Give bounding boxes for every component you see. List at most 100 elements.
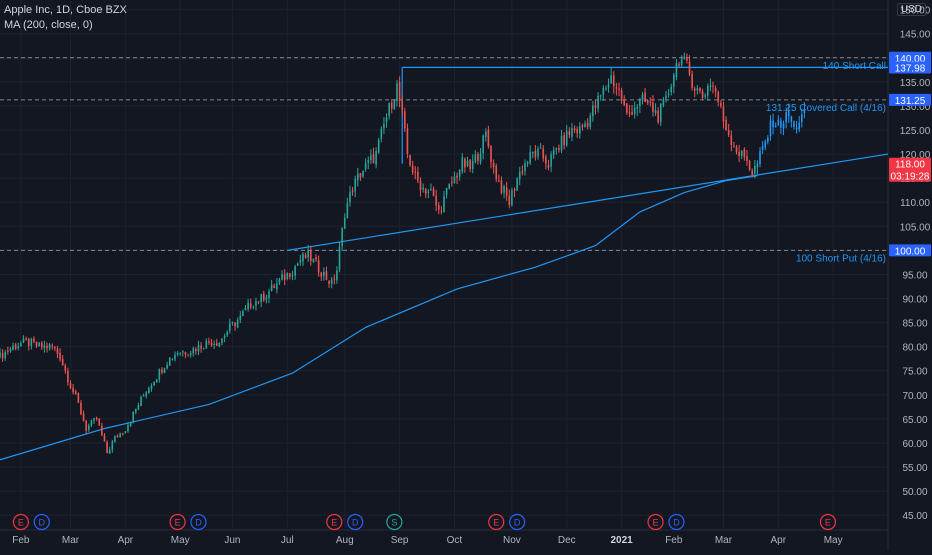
axis-price-tag-bg [889,157,931,182]
candle-body [477,153,479,161]
symbol-title[interactable]: Apple Inc, 1D, Cboe BZX [4,4,127,16]
candle-body [401,100,404,110]
x-tick-label: Feb [665,535,683,546]
candle-body [652,102,654,112]
event-marker-d [33,513,50,531]
candle-body [573,128,576,131]
candle-body [518,172,521,180]
candle-body [618,88,620,90]
candle-body [505,187,508,196]
x-tick-label: Jul [281,535,294,546]
candle-body [218,343,221,347]
candle-body [492,162,495,168]
candle-body [607,84,610,88]
candle-body [93,418,95,421]
event-marker-e [12,513,29,531]
candle-body [74,391,77,395]
y-tick-label: 145.00 [900,30,931,41]
currency-label[interactable]: USD [896,3,926,16]
candle-body [735,147,738,153]
candle-body [27,338,30,346]
candle-body [132,411,135,423]
candle-body [675,63,678,77]
candle-body [278,279,281,284]
y-tick-label: 60.00 [902,439,927,450]
candle-body [195,349,197,352]
candle-body [445,187,448,195]
candle-body [542,148,545,159]
y-tick-label: 45.00 [902,511,927,522]
event-marker-e [647,513,664,531]
candle-body [286,272,289,279]
candle-body [586,122,589,127]
axis-price-tag-bg [889,93,931,106]
candle-body [328,281,330,285]
candle-body [20,343,22,347]
candle-body [98,418,101,426]
candle-body [260,294,262,302]
candle-body [511,190,513,206]
candle-body [714,87,717,92]
event-marker-e [169,513,186,531]
candle-body [623,100,626,106]
candle-body [602,87,605,95]
candle-body [80,402,82,415]
candle-body [116,435,119,438]
candle-body [498,180,500,182]
candle-body [90,420,93,426]
y-tick-label: 150.00 [900,6,931,17]
candle-body [790,116,793,122]
candle-body [17,346,20,349]
candle-body [223,335,226,338]
candle-body [101,425,103,436]
candle-body [691,73,693,88]
candle-body [479,153,482,163]
candle-body [451,182,453,184]
candle-body [135,408,137,413]
candle-body [503,186,505,193]
candle-body [166,364,168,369]
candle-body [474,154,477,163]
candle-body [414,171,417,173]
candle-body [140,396,142,407]
candle-body [262,293,265,301]
candle-body [153,381,155,386]
candle-body [696,88,699,91]
candle-body [375,150,377,165]
candle-body [119,433,121,438]
candle-body [550,154,552,167]
candle-body [205,340,208,349]
candle-body [309,250,312,262]
candle-body [294,266,296,276]
candle-body [4,351,7,359]
candle-body [226,331,229,336]
candle-body [780,120,782,128]
candle-body [64,365,67,371]
candle-body [803,109,806,113]
candle-body [612,75,615,86]
candle-body [51,345,54,347]
candle-body [646,100,649,104]
y-tick-label: 50.00 [902,487,927,498]
candle-body [336,270,338,281]
candle-body [568,131,571,136]
candle-body [40,342,43,348]
candle-body [341,227,343,246]
candle-body [46,345,48,349]
candle-body [699,88,701,92]
candle-body [466,160,469,167]
candle-body [633,108,636,114]
event-marker-d [509,513,526,531]
candle-body [229,323,231,331]
y-tick-label: 110.00 [900,198,930,209]
indicator-label[interactable]: MA (200, close, 0) [4,19,93,31]
candle-body [785,112,787,123]
candle-body [490,146,492,163]
candle-body [471,160,474,170]
candle-body [769,120,772,137]
candle-body [516,178,518,191]
candle-body [722,106,725,122]
